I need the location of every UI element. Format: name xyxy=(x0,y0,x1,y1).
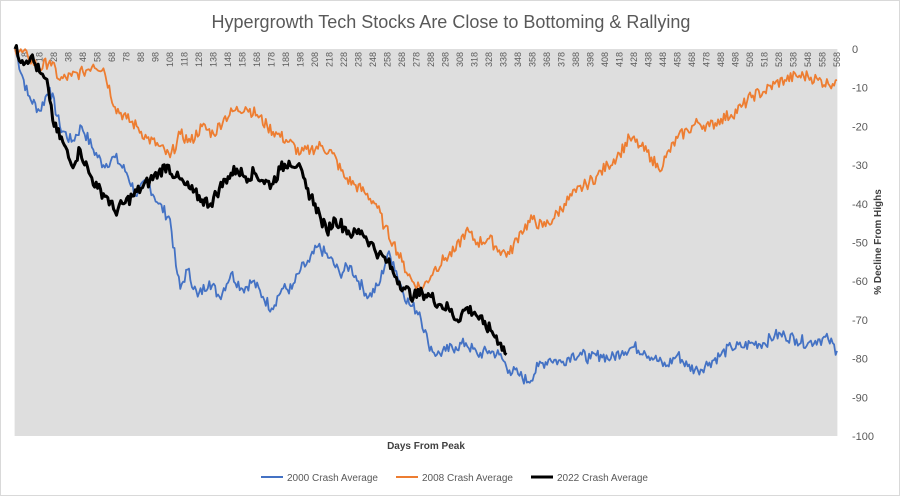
y-tick-label: -100 xyxy=(852,431,874,443)
x-tick-label: 418 xyxy=(615,52,625,67)
x-tick-label: 248 xyxy=(368,52,378,67)
chart-title: Hypergrowth Tech Stocks Are Close to Bot… xyxy=(212,12,691,32)
series-line-2022-crash-average xyxy=(13,44,508,356)
x-tick-label: 258 xyxy=(383,52,393,67)
x-tick-label: 408 xyxy=(600,52,610,67)
x-tick-label: 78 xyxy=(122,52,132,62)
y-tick-label: -70 xyxy=(852,315,868,327)
x-tick-label: 138 xyxy=(209,52,219,67)
x-tick-label: 178 xyxy=(267,52,277,67)
x-tick-label: 298 xyxy=(441,52,451,67)
x-tick-label: 218 xyxy=(325,52,335,67)
x-tick-label: 438 xyxy=(644,52,654,67)
x-tick-label: 348 xyxy=(513,52,523,67)
x-tick-label: 188 xyxy=(281,52,291,67)
y-axis-ticks: 0 -10 -20 -30 -40 -50 -60 -70 -80 -90 -100 xyxy=(852,44,874,443)
x-tick-label: 468 xyxy=(687,52,697,67)
plot-area xyxy=(15,49,837,436)
x-tick-label: 548 xyxy=(803,52,813,67)
x-tick-label: 98 xyxy=(151,52,161,62)
x-tick-label: 328 xyxy=(484,52,494,67)
legend-label: 2000 Crash Average xyxy=(287,473,378,484)
y-tick-label: 0 xyxy=(852,44,858,56)
y-tick-label: -20 xyxy=(852,121,868,133)
x-tick-label: 38 xyxy=(64,52,74,62)
x-tick-label: 478 xyxy=(702,52,712,67)
x-tick-label: 128 xyxy=(194,52,204,67)
x-tick-label: 118 xyxy=(180,52,190,66)
y-tick-label: -10 xyxy=(852,83,868,95)
x-tick-label: 308 xyxy=(455,52,465,67)
y-tick-label: -40 xyxy=(852,199,868,211)
x-tick-label: 108 xyxy=(165,52,175,67)
x-tick-label: 358 xyxy=(528,52,538,67)
x-tick-label: 318 xyxy=(470,52,480,67)
x-tick-label: 338 xyxy=(499,52,509,67)
x-tick-label: 268 xyxy=(397,52,407,67)
y-tick-label: -80 xyxy=(852,354,868,366)
x-tick-label: 88 xyxy=(136,52,146,62)
x-tick-label: 448 xyxy=(658,52,668,67)
x-tick-label: 278 xyxy=(412,52,422,67)
x-tick-label: 288 xyxy=(426,52,436,67)
x-axis-ticks: 8 18 28 38 48 58 68 78 88 98 108 118 128 138 148 158 168… xyxy=(20,52,842,67)
x-tick-label: 428 xyxy=(629,52,639,67)
x-tick-label: 538 xyxy=(789,52,799,67)
y-tick-label: -50 xyxy=(852,238,868,250)
series-lines xyxy=(13,44,838,385)
y-tick-label: -90 xyxy=(852,392,868,404)
x-tick-label: 208 xyxy=(310,52,320,67)
x-tick-label: 238 xyxy=(354,52,364,67)
y-tick-label: -60 xyxy=(852,276,868,288)
legend: 2000 Crash Average 2008 Crash Average 2022… xyxy=(261,473,648,484)
x-tick-label: 368 xyxy=(542,52,552,67)
y-tick-label: -30 xyxy=(852,160,868,172)
x-tick-label: 228 xyxy=(339,52,349,67)
x-tick-label: 398 xyxy=(586,52,596,67)
x-tick-label: 498 xyxy=(731,52,741,67)
x-tick-label: 528 xyxy=(774,52,784,67)
plot-texture xyxy=(14,49,838,436)
x-tick-label: 168 xyxy=(252,52,262,67)
x-tick-label: 68 xyxy=(107,52,117,62)
plot-texture-lines xyxy=(14,49,838,436)
x-tick-label: 378 xyxy=(557,52,567,67)
series-line-2000-crash-average xyxy=(14,48,838,385)
x-tick-label: 508 xyxy=(745,52,755,67)
x-tick-label: 8 xyxy=(20,52,30,57)
x-tick-label: 48 xyxy=(78,52,88,62)
x-tick-label: 458 xyxy=(673,52,683,67)
series-line-2008-crash-average xyxy=(14,48,838,292)
legend-label: 2008 Crash Average xyxy=(422,473,513,484)
x-tick-label: 198 xyxy=(296,52,306,67)
x-tick-label: 568 xyxy=(832,52,842,67)
x-tick-label: 58 xyxy=(93,52,103,62)
x-tick-label: 158 xyxy=(238,52,248,67)
y-axis-label: % Decline From Highs xyxy=(873,189,884,295)
x-axis-label: Days From Peak xyxy=(387,441,465,452)
x-tick-label: 18 xyxy=(35,52,45,62)
x-tick-label: 518 xyxy=(760,52,770,67)
legend-label: 2022 Crash Average xyxy=(557,473,648,484)
x-tick-label: 558 xyxy=(818,52,828,67)
x-tick-label: 488 xyxy=(716,52,726,67)
x-tick-label: 28 xyxy=(49,52,59,62)
x-tick-label: 148 xyxy=(223,52,233,67)
x-tick-label: 388 xyxy=(571,52,581,67)
